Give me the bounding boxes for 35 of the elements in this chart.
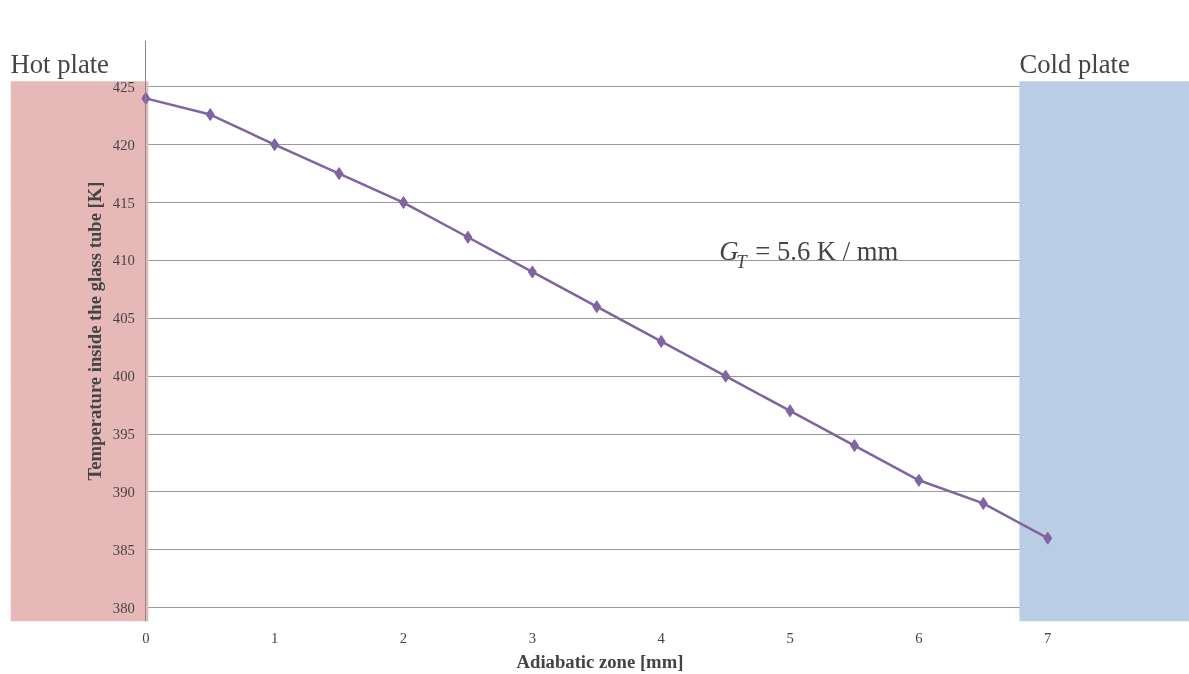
point <box>270 138 280 152</box>
y-tick-label: 395 <box>112 426 135 443</box>
y-axis-title: Temperature inside the glass tube [K] <box>83 181 105 481</box>
point <box>656 334 666 348</box>
y-tick-label: 420 <box>112 136 135 153</box>
point <box>785 404 795 418</box>
point <box>978 496 988 510</box>
y-tick-label: 405 <box>112 310 135 327</box>
x-tick-label: 4 <box>657 629 666 646</box>
band-label: Hot plate <box>10 49 109 80</box>
x-tick-label: 3 <box>528 629 537 646</box>
point <box>849 439 859 453</box>
x-tick-label: 7 <box>1044 629 1052 646</box>
point <box>914 473 924 487</box>
y-tick-label: 410 <box>112 252 135 269</box>
y-tick-label: 380 <box>112 599 135 616</box>
x-tick-label: 0 <box>142 629 150 646</box>
y-tick-label: 425 <box>112 78 135 95</box>
x-axis-title: Adiabatic zone [mm] <box>516 650 684 672</box>
y-tick-label: 415 <box>112 194 135 211</box>
x-tick-label: 6 <box>915 629 923 646</box>
y-tick-label: 390 <box>112 483 135 500</box>
y-tick-label: 385 <box>112 541 135 558</box>
point <box>1043 531 1053 545</box>
point <box>205 108 215 122</box>
x-tick-label: 1 <box>270 629 279 646</box>
point <box>527 265 537 279</box>
point <box>334 167 344 181</box>
x-tick-label: 2 <box>399 629 408 646</box>
x-tick-label: 5 <box>786 629 794 646</box>
point <box>592 300 602 314</box>
band-label: Cold plate <box>1019 49 1130 80</box>
y-tick-label: 400 <box>112 368 135 385</box>
point <box>721 369 731 383</box>
point <box>463 230 473 244</box>
